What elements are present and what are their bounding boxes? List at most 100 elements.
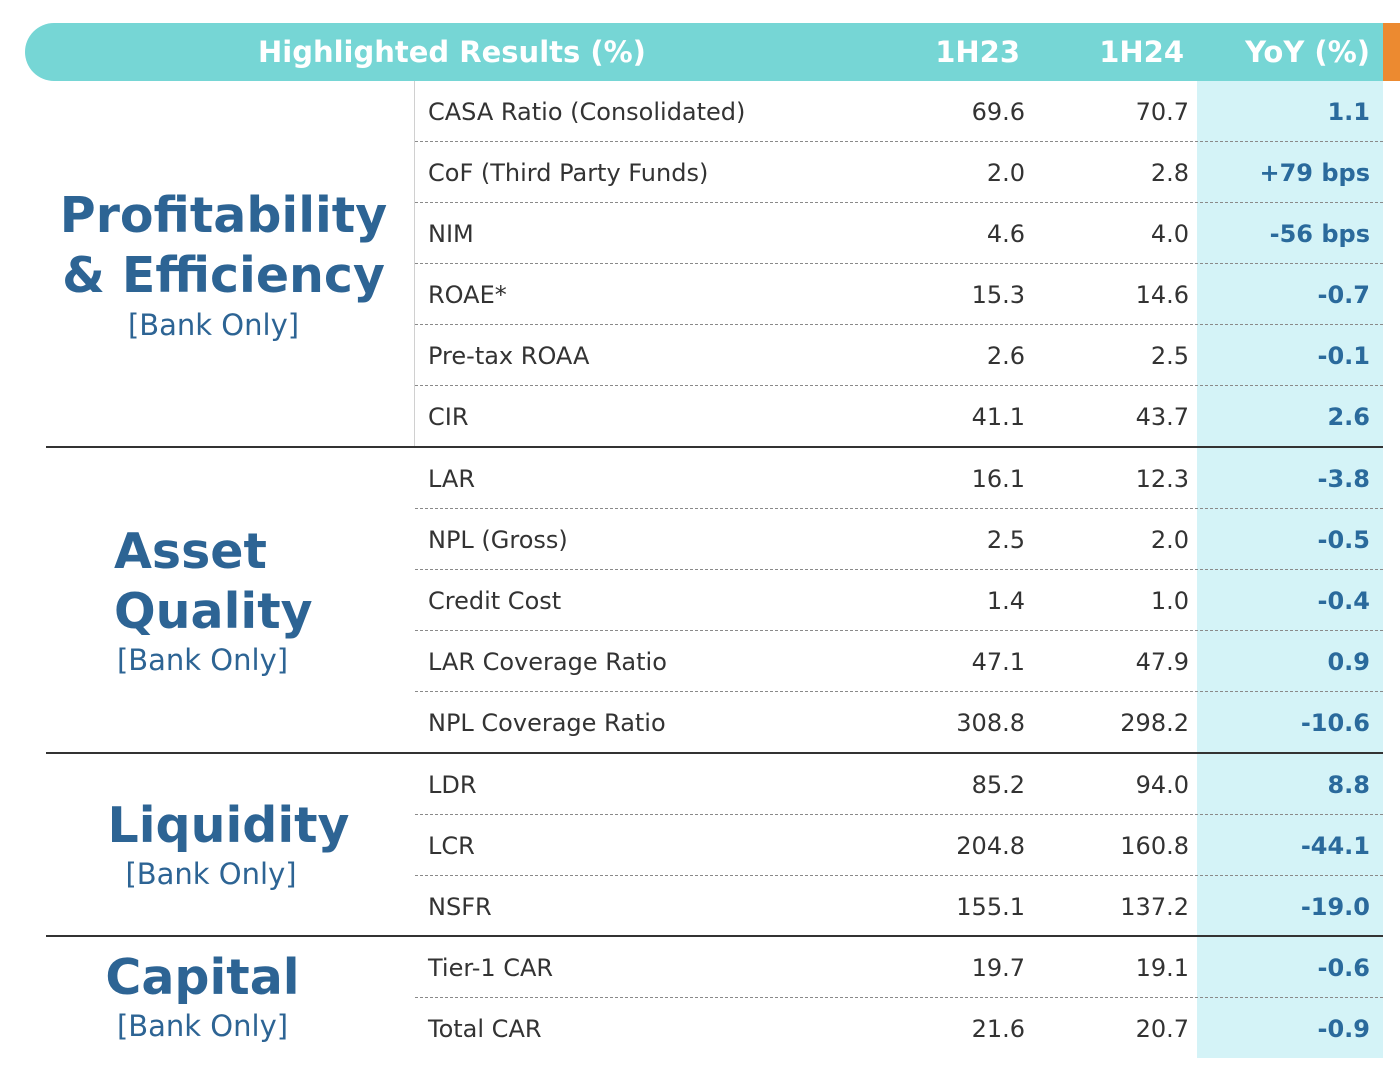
value-1h24: 12.3 — [1135, 465, 1189, 493]
value-yoy: -0.1 — [1317, 342, 1370, 370]
section-separator-vertical — [414, 81, 415, 447]
value-1h24: 70.7 — [1135, 98, 1189, 126]
value-1h23: 41.1 — [971, 403, 1025, 431]
metric-label: LCR — [428, 832, 475, 860]
value-1h23: 4.6 — [986, 220, 1025, 248]
table-row: LAR 16.1 12.3 -3.8 — [415, 448, 1383, 509]
metric-label: LDR — [428, 771, 477, 799]
table-title: Highlighted Results (%) — [258, 35, 646, 69]
value-1h23: 1.4 — [986, 587, 1025, 615]
table-row: LAR Coverage Ratio 47.1 47.9 0.9 — [415, 631, 1383, 692]
value-1h24: 43.7 — [1135, 403, 1189, 431]
section-title-line: Quality — [114, 582, 313, 640]
metric-label: Pre-tax ROAA — [428, 342, 590, 370]
value-yoy: -56 bps — [1269, 220, 1370, 248]
section-title-line: & Efficiency — [62, 246, 385, 304]
metric-label: ROAE* — [428, 281, 507, 309]
value-1h23: 15.3 — [971, 281, 1025, 309]
value-1h24: 19.1 — [1135, 954, 1189, 982]
value-1h24: 2.0 — [1150, 526, 1189, 554]
table-row: Total CAR 21.6 20.7 -0.9 — [415, 998, 1383, 1059]
value-yoy: -0.7 — [1317, 281, 1370, 309]
metric-label: NIM — [428, 220, 474, 248]
table-row: Credit Cost 1.4 1.0 -0.4 — [415, 570, 1383, 631]
value-1h24: 137.2 — [1120, 893, 1189, 921]
section-title-line: Profitability — [59, 187, 388, 244]
section-subtitle: [Bank Only] — [125, 857, 297, 891]
metric-label: NPL (Gross) — [428, 526, 568, 554]
value-yoy: -10.6 — [1300, 709, 1370, 737]
value-1h23: 155.1 — [956, 893, 1025, 921]
value-1h24: 14.6 — [1135, 281, 1189, 309]
metric-label: Credit Cost — [428, 587, 562, 615]
value-1h24: 1.0 — [1150, 587, 1189, 615]
column-header-1h23: 1H23 — [935, 35, 1020, 69]
table-row: LDR 85.2 94.0 8.8 — [415, 754, 1383, 815]
section-title-line: Liquidity — [107, 797, 350, 854]
value-1h23: 2.0 — [986, 159, 1025, 187]
metric-label: NPL Coverage Ratio — [428, 709, 666, 737]
section-title-line: Capital — [105, 949, 300, 1006]
table-row: LCR 204.8 160.8 -44.1 — [415, 815, 1383, 876]
table-header-bar — [25, 23, 1384, 81]
table-row: CASA Ratio (Consolidated) 69.6 70.7 1.1 — [415, 81, 1383, 142]
value-1h23: 2.5 — [986, 526, 1025, 554]
column-header-yoy: YoY (%) — [1245, 35, 1370, 69]
table-row: Pre-tax ROAA 2.6 2.5 -0.1 — [415, 325, 1383, 386]
table-row: NIM 4.6 4.0 -56 bps — [415, 203, 1383, 264]
value-1h24: 94.0 — [1135, 771, 1189, 799]
metric-label: CASA Ratio (Consolidated) — [428, 98, 746, 126]
value-1h24: 47.9 — [1135, 648, 1189, 676]
metric-label: Tier-1 CAR — [428, 954, 554, 982]
value-1h23: 21.6 — [971, 1015, 1025, 1043]
value-1h24: 298.2 — [1120, 709, 1189, 737]
value-1h24: 4.0 — [1150, 220, 1189, 248]
section-title-capital: Capital — [90, 948, 315, 1008]
column-header-1h24: 1H24 — [1099, 35, 1184, 69]
section-divider — [46, 935, 1383, 937]
value-1h24: 2.8 — [1150, 159, 1189, 187]
value-1h23: 16.1 — [971, 465, 1025, 493]
section-subtitle: [Bank Only] — [116, 1009, 289, 1043]
value-yoy: -0.9 — [1317, 1015, 1370, 1043]
section-subtitle: [Bank Only] — [116, 643, 289, 677]
section-title-line: Asset — [114, 523, 267, 580]
value-1h23: 69.6 — [971, 98, 1025, 126]
section-divider — [46, 446, 1383, 448]
table-row: NPL Coverage Ratio 308.8 298.2 -10.6 — [415, 692, 1383, 753]
value-1h23: 47.1 — [971, 648, 1025, 676]
metric-label: LAR Coverage Ratio — [428, 648, 667, 676]
table-row: Tier-1 CAR 19.7 19.1 -0.6 — [415, 937, 1383, 998]
value-1h23: 2.6 — [986, 342, 1025, 370]
value-yoy: -44.1 — [1300, 832, 1370, 860]
value-yoy: -19.0 — [1300, 893, 1370, 921]
value-1h24: 160.8 — [1120, 832, 1189, 860]
value-1h23: 85.2 — [971, 771, 1025, 799]
value-1h24: 2.5 — [1150, 342, 1189, 370]
metric-label: Total CAR — [428, 1015, 542, 1043]
section-divider — [46, 752, 1383, 754]
table-row: CIR 41.1 43.7 2.6 — [415, 386, 1383, 447]
value-yoy: 2.6 — [1327, 403, 1370, 431]
section-title-profitability: Profitability & Efficiency — [46, 186, 401, 306]
table-row: NPL (Gross) 2.5 2.0 -0.5 — [415, 509, 1383, 570]
metric-label: LAR — [428, 465, 476, 493]
metric-label: CIR — [428, 403, 469, 431]
table-row: ROAE* 15.3 14.6 -0.7 — [415, 264, 1383, 325]
value-yoy: 8.8 — [1327, 771, 1370, 799]
value-1h23: 19.7 — [971, 954, 1025, 982]
header-accent-bar — [1383, 23, 1400, 81]
section-title-liquidity: Liquidity — [96, 796, 361, 856]
value-1h23: 308.8 — [956, 709, 1025, 737]
value-yoy: -0.4 — [1317, 587, 1370, 615]
value-yoy: +79 bps — [1259, 159, 1370, 187]
metric-label: CoF (Third Party Funds) — [428, 159, 709, 187]
value-yoy: -3.8 — [1317, 465, 1370, 493]
value-yoy: 1.1 — [1327, 98, 1370, 126]
section-title-asset-quality: Asset Quality — [100, 522, 330, 642]
value-1h24: 20.7 — [1135, 1015, 1189, 1043]
table-row: NSFR 155.1 137.2 -19.0 — [415, 876, 1383, 937]
metric-label: NSFR — [428, 893, 492, 921]
value-yoy: 0.9 — [1327, 648, 1370, 676]
value-yoy: -0.5 — [1317, 526, 1370, 554]
